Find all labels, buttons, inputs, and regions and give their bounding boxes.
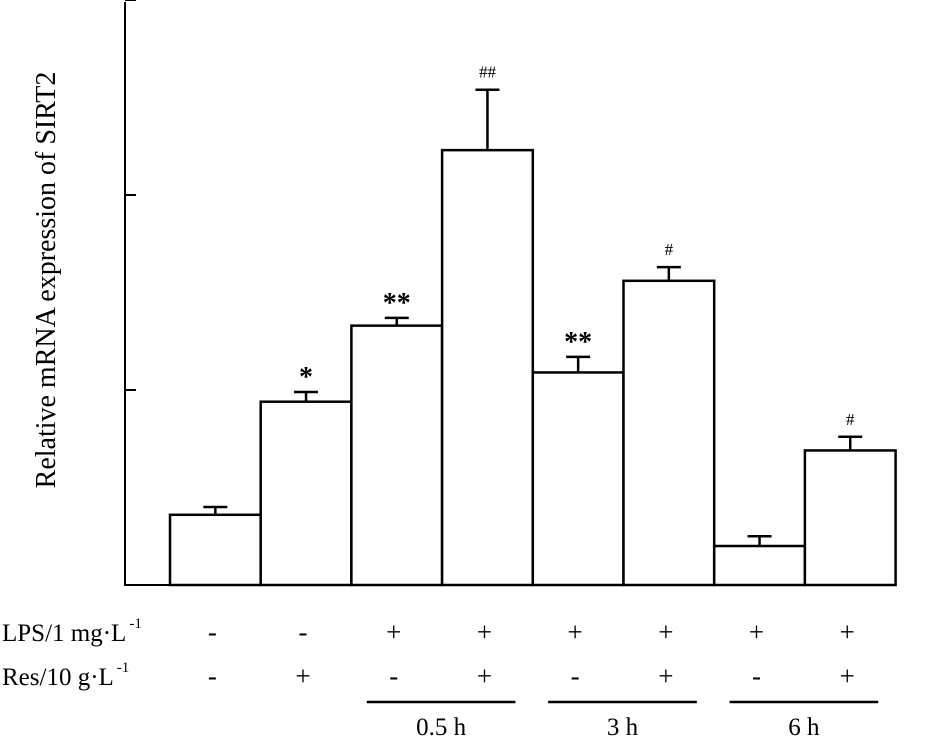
bar-3 [440,148,535,587]
row-label-superscript-1: -1 [117,660,130,676]
row-1-mark-0: - [208,661,217,691]
row-0-mark-1: - [299,617,308,647]
significance-1: * [299,362,313,393]
row-0-mark-0: - [208,617,217,647]
bar-1 [259,400,353,587]
row-0-mark-3: + [477,617,492,647]
bars [168,148,897,587]
error-bar-6 [747,535,772,546]
row-1-mark-5: + [658,661,673,691]
error-bar-7 [838,435,863,451]
time-group-label-1: 3 h [607,714,639,739]
significance-7: # [846,410,855,429]
bar-2 [350,324,444,587]
row-0-mark-2: + [386,617,401,647]
significance-2: ** [383,288,411,319]
error-bar-1 [294,390,319,402]
significance-3: ## [479,63,497,82]
bar-6 [712,544,807,587]
row-label-0: LPS/1 mg·L [2,620,126,647]
row-1-mark-1: + [295,661,310,691]
row-1-mark-4: - [571,661,580,691]
row-0-mark-5: + [658,617,673,647]
row-label-1: Res/10 g·L [2,664,114,691]
time-group-label-0: 0.5 h [416,714,467,739]
row-0-mark-4: + [568,617,583,647]
time-group-0: 0.5 h [366,700,516,739]
time-group-1: 3 h [548,700,697,739]
error-bar-0 [203,505,228,515]
row-1-mark-7: + [840,661,855,691]
error-bar-5 [656,265,681,281]
bar-5 [622,279,716,587]
error-bars [203,88,863,546]
row-1-mark-6: - [752,661,761,691]
row-1-mark-3: + [477,661,492,691]
y-axis-label: Relative mRNA expression of SIRT2 [31,72,62,489]
error-bar-2 [384,316,409,326]
y-ticks [125,0,136,586]
time-groups: 0.5 h 3 h 6 h [366,700,879,739]
row-label-superscript-0: -1 [129,616,142,632]
error-bar-3 [475,88,500,151]
bar-7 [803,449,897,587]
row-0-mark-7: + [840,617,855,647]
significance-5: # [665,240,674,259]
row-1-mark-2: - [389,661,398,691]
error-bar-4 [566,355,591,373]
significance-marks: ***##**## [299,63,855,429]
treatment-table: LPS/1 mg·L -1- - + + + + + +Res/10 g·L -1- + - + - + - + [2,616,855,691]
row-0-mark-6: + [749,617,764,647]
bar-4 [531,371,625,587]
significance-4: ** [564,327,592,358]
bar-0 [168,513,262,587]
time-group-2: 6 h [729,700,879,739]
time-group-label-2: 6 h [788,714,820,739]
